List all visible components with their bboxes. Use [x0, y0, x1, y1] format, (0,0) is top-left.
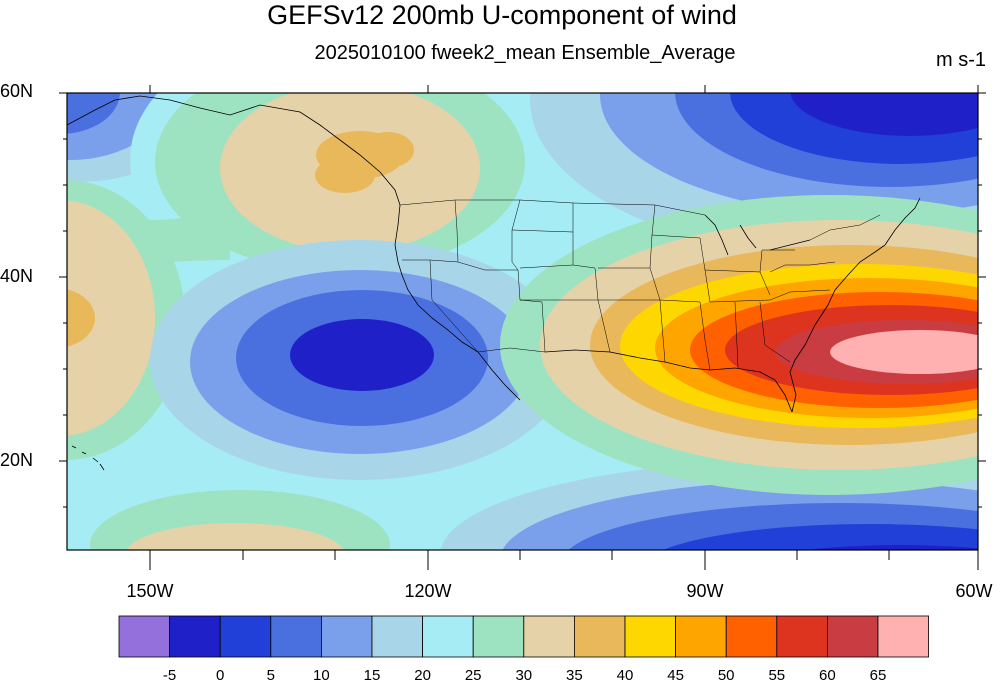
colorbar-swatch-10 — [624, 615, 676, 658]
colorbar-swatch-6 — [422, 615, 474, 658]
lat-label-60n: 60N — [0, 81, 34, 101]
colorbar-label-4: 15 — [363, 667, 381, 684]
colorbar-swatch-2 — [219, 615, 272, 658]
lon-label-120w: 120W — [404, 581, 452, 601]
chart-subtitle: 2025010100 fweek2_mean Ensemble_Average — [314, 42, 736, 64]
colorbar-swatch-9 — [574, 615, 626, 658]
axis-ticks — [59, 85, 986, 570]
colorbar-label-8: 35 — [566, 667, 583, 684]
lon-label-150w: 150W — [126, 581, 174, 601]
colorbar-swatch-13 — [776, 615, 828, 658]
lon-label-60w: 60W — [955, 581, 993, 601]
map-frame — [66, 92, 979, 551]
colorbar-swatch-11 — [675, 615, 727, 658]
state-boundaries — [399, 199, 881, 371]
colorbar-label-7: 30 — [515, 667, 533, 684]
colorbar-label-10: 45 — [667, 667, 684, 684]
units-label: m s-1 — [936, 49, 986, 71]
lat-label-20n: 20N — [0, 450, 34, 470]
colorbar-label-5: 20 — [414, 667, 431, 684]
colorbar-label-13: 60 — [819, 667, 836, 684]
colorbar-label-14: 65 — [869, 667, 887, 684]
colorbar-swatch-0 — [118, 615, 170, 658]
colorbar-swatch-14 — [827, 615, 879, 658]
colorbar-swatch-8 — [523, 615, 575, 658]
colorbar-label-6: 25 — [464, 667, 482, 684]
colorbar-label-11: 50 — [717, 667, 735, 684]
colorbar-swatch-3 — [270, 615, 322, 658]
lon-label-90w: 90W — [686, 581, 724, 601]
colorbar-label-12: 55 — [768, 667, 786, 684]
colorbar-label-1: 0 — [216, 667, 225, 684]
colorbar-label-9: 40 — [616, 667, 634, 684]
colorbar-swatch-15 — [877, 615, 929, 658]
colorbar-label-2: 5 — [266, 667, 275, 684]
colorbar-swatch-1 — [169, 615, 221, 658]
colorbar-label-0: -5 — [162, 667, 177, 684]
lat-label-40n: 40N — [0, 266, 34, 286]
colorbar-swatch-12 — [725, 615, 778, 658]
contour-fill — [67, 93, 978, 550]
colorbar-swatch-7 — [472, 615, 525, 658]
colorbar-label-3: 10 — [313, 667, 330, 684]
colorbar-swatch-5 — [371, 615, 423, 658]
coastlines — [66, 95, 921, 471]
colorbar-swatch-4 — [320, 615, 373, 658]
colorbar — [118, 615, 929, 658]
chart-title: GEFSv12 200mb U-component of wind — [267, 0, 737, 30]
